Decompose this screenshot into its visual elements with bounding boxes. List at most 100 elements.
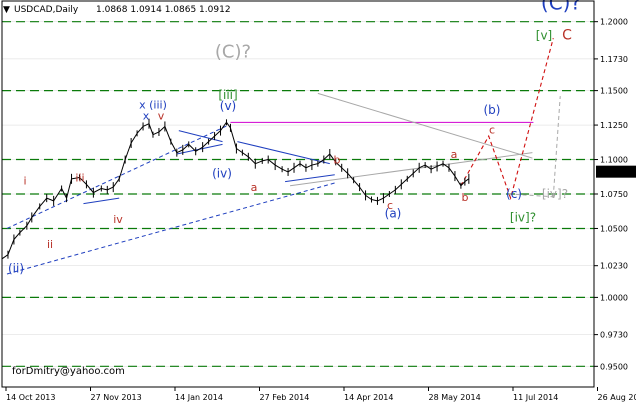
chart-header: ▼ USDCAD,Daily 1.0868 1.0914 1.0865 1.09… bbox=[3, 5, 231, 15]
price-segment bbox=[262, 159, 269, 162]
price-segment bbox=[464, 178, 470, 183]
price-segment bbox=[242, 152, 249, 158]
wave-label: (b) bbox=[484, 103, 501, 117]
wave-label: c bbox=[387, 199, 393, 212]
wave-label: iv bbox=[113, 213, 123, 226]
price-segment bbox=[448, 167, 456, 177]
wave-labels: (C)? (C)? [iii] [v] Cx (iii)x v (v) (iv) (b) c a b a… bbox=[8, 0, 581, 276]
x-tick-label: 27 Feb 2014 bbox=[260, 393, 310, 402]
price-segment bbox=[124, 142, 132, 160]
price-segment bbox=[287, 167, 295, 173]
price-segment bbox=[101, 187, 108, 191]
y-tick-label: 0.9500 bbox=[600, 362, 628, 371]
x-tick-label: 27 Nov 2013 bbox=[91, 393, 142, 402]
price-segment bbox=[293, 163, 301, 169]
price-segment bbox=[142, 123, 150, 127]
wave-label: a bbox=[451, 148, 458, 161]
price-segment bbox=[389, 189, 396, 195]
gray-line bbox=[289, 152, 533, 187]
wave-label: (a) bbox=[385, 206, 402, 220]
price-segment bbox=[19, 225, 28, 233]
price-segment bbox=[424, 164, 432, 170]
wave-label: [iii] bbox=[218, 88, 237, 102]
horizontal-levels bbox=[2, 21, 594, 367]
wave-label: C bbox=[562, 28, 572, 44]
price-segment bbox=[365, 194, 372, 200]
wave-label: (C)? bbox=[215, 42, 251, 63]
price-segment bbox=[152, 131, 160, 136]
wave-label: iii bbox=[75, 172, 84, 185]
wave-label: a bbox=[251, 181, 258, 194]
y-tick-label: 1.1730 bbox=[600, 55, 628, 64]
price-segment bbox=[148, 123, 154, 135]
price-segment bbox=[454, 175, 462, 186]
wave-label: (ii) bbox=[8, 262, 24, 276]
analysis-lines bbox=[6, 38, 561, 275]
y-tick-label: 1.2000 bbox=[600, 18, 628, 27]
price-segment bbox=[158, 126, 166, 133]
projection-path bbox=[460, 38, 554, 200]
price-segment bbox=[112, 178, 120, 188]
gray-projection-line bbox=[552, 96, 561, 197]
channel-lower-line bbox=[6, 182, 335, 275]
price-segment bbox=[66, 178, 73, 199]
gray-projection-line bbox=[508, 193, 554, 198]
price-segment bbox=[79, 177, 87, 185]
price-segment bbox=[130, 133, 138, 144]
price-segment bbox=[281, 168, 289, 173]
wave-label: [v] bbox=[536, 29, 552, 43]
price-segment bbox=[214, 130, 221, 137]
price-segment bbox=[61, 188, 68, 199]
price-segment bbox=[220, 122, 227, 131]
price-segment bbox=[299, 163, 307, 169]
price-segment bbox=[13, 232, 21, 240]
price-segment bbox=[418, 164, 426, 169]
price-segment bbox=[53, 188, 63, 202]
wave-label: i bbox=[23, 174, 26, 187]
price-segment bbox=[255, 160, 263, 165]
wave-label: (v) bbox=[220, 99, 236, 113]
price-segment bbox=[93, 188, 102, 194]
wave-label: [iv]? bbox=[510, 211, 536, 225]
channel-upper-line bbox=[6, 124, 229, 229]
wave-label: x bbox=[143, 110, 150, 123]
wave-label: x (iii) bbox=[139, 99, 167, 112]
price-segment bbox=[311, 163, 318, 166]
x-tick-label: 14 Jan 2014 bbox=[175, 393, 223, 402]
price-segment bbox=[229, 127, 237, 149]
price-segment bbox=[226, 122, 231, 129]
y-tick-label: 1.1000 bbox=[600, 156, 628, 165]
x-tick-label: 26 Aug 2014 bbox=[598, 393, 636, 402]
price-segment bbox=[412, 167, 420, 174]
y-tick-label: 1.0000 bbox=[600, 293, 628, 302]
wave-label: b bbox=[462, 191, 469, 204]
price-segment bbox=[188, 144, 197, 152]
price-segment bbox=[359, 186, 366, 196]
price-segment bbox=[442, 163, 450, 169]
price-segment bbox=[118, 159, 126, 179]
price-segment bbox=[377, 197, 384, 202]
price-segment bbox=[236, 148, 243, 154]
price-series bbox=[1, 118, 470, 262]
triangle-line bbox=[83, 197, 120, 205]
price-segment bbox=[86, 184, 94, 193]
price-segment bbox=[460, 181, 466, 187]
y-tick-label: 1.0230 bbox=[600, 262, 628, 271]
price-segment bbox=[353, 179, 360, 188]
price-segment bbox=[329, 153, 337, 163]
triangle-line bbox=[178, 130, 223, 143]
current-price-label: 1.0912 bbox=[600, 168, 628, 177]
price-segment bbox=[39, 197, 48, 207]
price-segment bbox=[176, 149, 183, 154]
wave-label: [iv]? bbox=[542, 187, 568, 201]
price-segment bbox=[347, 172, 355, 181]
triangle-line bbox=[237, 141, 330, 165]
ohlc-values: 1.0868 1.0914 1.0865 1.0912 bbox=[96, 5, 231, 15]
price-segment bbox=[107, 186, 114, 191]
x-tick-label: 14 Apr 2014 bbox=[344, 393, 393, 402]
symbol-label: USDCAD,Daily bbox=[14, 5, 79, 15]
price-segment bbox=[406, 172, 414, 180]
price-segment bbox=[335, 161, 343, 169]
